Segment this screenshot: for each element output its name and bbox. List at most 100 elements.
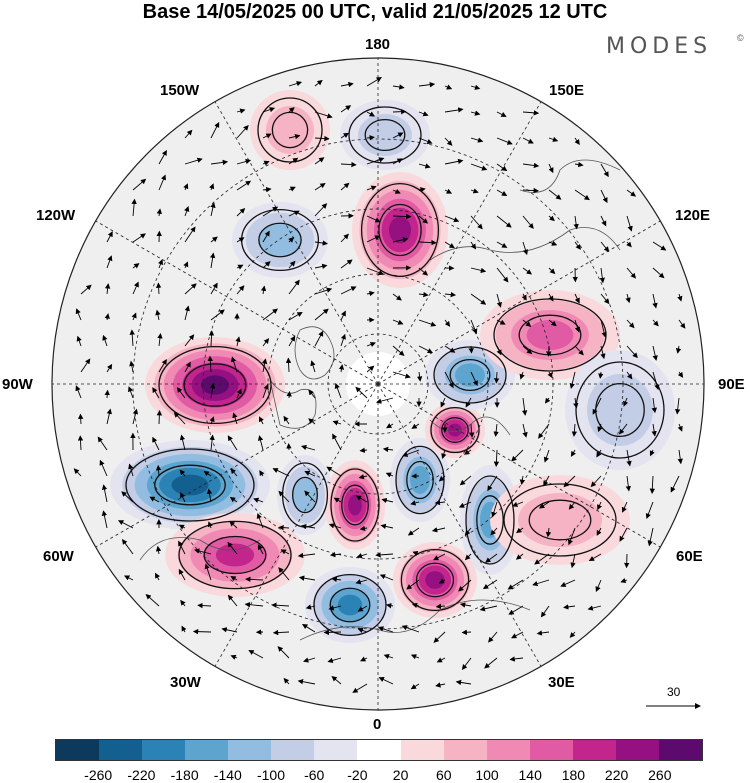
wind-vector (619, 527, 628, 542)
anomaly-level-fill (518, 493, 602, 547)
wind-vector (340, 161, 357, 168)
wind-vector (184, 226, 196, 243)
contour-line (406, 460, 434, 500)
wind-vector (547, 371, 553, 379)
wind-vector (625, 475, 631, 492)
wind-vector (280, 549, 290, 555)
colorbar-segment (271, 740, 315, 760)
contour-line (257, 97, 323, 163)
wind-vector (209, 434, 215, 451)
wind-vector (418, 239, 437, 246)
wind-vector (392, 293, 402, 301)
wind-vector (599, 267, 605, 284)
wind-vector (587, 605, 602, 611)
colorbar-segment (99, 740, 143, 760)
wind-vector (470, 267, 487, 274)
wind-vector (262, 160, 270, 166)
anomaly-level-fill (526, 320, 574, 350)
wind-vector (262, 338, 270, 347)
wind-vector (210, 236, 218, 243)
wind-vector (236, 285, 245, 295)
wind-vector (235, 336, 241, 347)
wind-vector (458, 579, 472, 592)
colorbar-tick-label: 180 (561, 767, 586, 783)
wind-vector (210, 309, 225, 321)
meridian-line (377, 383, 661, 548)
wind-vector (418, 291, 429, 298)
wind-vector (548, 189, 562, 200)
wind-vector (304, 490, 316, 503)
vector-scale-label: 30 (667, 685, 681, 699)
wind-vector (288, 157, 299, 165)
wind-vector (402, 449, 420, 457)
wind-vector (459, 475, 472, 486)
contour-line (158, 345, 272, 425)
wind-vector (366, 157, 385, 165)
lon-label-90e: 90E (718, 376, 745, 393)
wind-vector (598, 371, 604, 379)
wind-vector (401, 625, 420, 633)
wind-vector (410, 500, 420, 506)
wind-vector (568, 501, 576, 510)
contour-line (330, 468, 380, 542)
wind-vector (227, 594, 238, 607)
wind-vector (574, 319, 581, 333)
wind-vector (463, 449, 472, 455)
wind-vector (385, 603, 394, 609)
wind-vector (359, 447, 368, 453)
wind-vector (288, 210, 300, 217)
wind-vector (470, 293, 487, 305)
wind-vector (507, 579, 524, 590)
wind-vector (314, 79, 323, 87)
wind-vector (73, 468, 82, 477)
wind-vector (416, 371, 423, 382)
wind-vector (209, 382, 216, 399)
wind-vector (626, 215, 633, 232)
wind-vector (444, 188, 453, 194)
meridian-line (95, 383, 379, 548)
wind-vector (574, 189, 590, 201)
wind-vector (338, 364, 345, 373)
wind-vector (366, 290, 375, 297)
wind-vector (283, 677, 290, 685)
wind-vector (158, 174, 166, 191)
wind-vector (366, 341, 376, 347)
wind-vector (358, 474, 368, 480)
wind-vector (155, 572, 160, 581)
wind-vector (204, 563, 212, 581)
wind-vector (106, 363, 113, 373)
contour-line (154, 464, 226, 506)
wind-vector (521, 397, 528, 416)
wind-vector (468, 345, 474, 354)
wind-vector (230, 576, 238, 582)
wind-vector (470, 371, 478, 387)
wind-vector (352, 683, 368, 693)
wind-vector (569, 631, 576, 638)
wind-vector (132, 263, 140, 269)
wind-vector (332, 433, 342, 451)
wind-vector (314, 330, 324, 347)
wind-vector (262, 308, 278, 321)
wind-vector (340, 81, 354, 88)
wind-vector (491, 501, 498, 518)
wind-vector (104, 313, 110, 321)
contours (125, 97, 665, 637)
wind-vector (569, 371, 576, 389)
wind-vector (652, 241, 667, 251)
wind-vector (260, 285, 267, 295)
wind-vector (331, 675, 342, 685)
wind-vector (618, 423, 628, 435)
wind-vector (522, 162, 540, 169)
wind-vector (488, 631, 498, 643)
wind-vector (392, 108, 407, 115)
wind-vector (272, 629, 290, 636)
wind-vector (381, 497, 394, 504)
wind-vector (158, 259, 164, 269)
wind-vector (438, 475, 446, 482)
colorbar-tick-label: -20 (347, 767, 368, 783)
wind-vector (230, 654, 238, 660)
wind-vector (278, 567, 290, 581)
contour-line (125, 448, 255, 522)
wind-vector (465, 397, 472, 408)
wind-vector (301, 444, 316, 451)
